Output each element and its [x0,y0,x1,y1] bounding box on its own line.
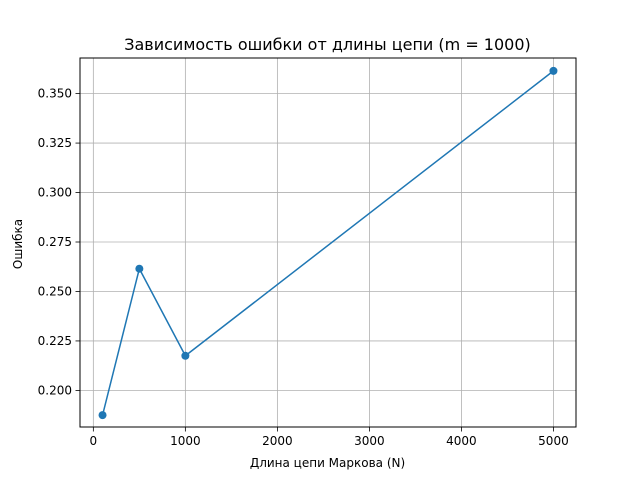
x-tick-label: 5000 [538,434,569,448]
data-point [98,411,107,420]
y-tick-label: 0.250 [38,284,72,298]
grid [80,58,576,427]
x-tick-label: 1000 [170,434,201,448]
y-tick-label: 0.325 [38,136,72,150]
y-tick-label: 0.225 [38,334,72,348]
data-point [181,351,190,360]
data-point [135,264,144,273]
x-tick-label: 0 [90,434,98,448]
y-tick-label: 0.350 [38,87,72,101]
y-tick-label: 0.275 [38,235,72,249]
data-point [549,66,558,75]
series-line [101,70,554,416]
plot-frame [79,57,577,428]
x-tick-label: 3000 [354,434,385,448]
series-layer [98,66,558,420]
x-tick-label: 4000 [446,434,477,448]
y-tick-label: 0.200 [38,383,72,397]
ticks: 0 1000 2000 3000 4000 5000 0.200 0.225 0.250 0.27… [38,87,569,448]
chart-title: Зависимость ошибки от длины цепи (m = 10… [124,35,531,54]
x-axis-label: Длина цепи Маркова (N) [250,456,405,470]
y-tick-label: 0.300 [38,186,72,200]
y-axis-label: Ошибка [11,219,25,269]
x-tick-label: 2000 [262,434,293,448]
